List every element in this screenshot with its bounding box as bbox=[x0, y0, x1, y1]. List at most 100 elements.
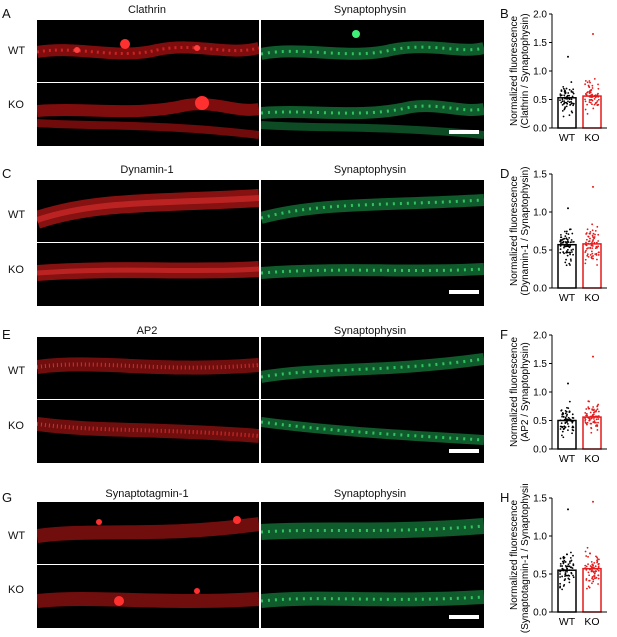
data-point bbox=[571, 432, 573, 435]
data-point bbox=[588, 407, 591, 410]
data-point bbox=[565, 415, 568, 417]
x-tick-label: KO bbox=[584, 616, 599, 628]
panel-letter-f: F bbox=[500, 327, 508, 342]
data-point bbox=[571, 421, 574, 424]
y-axis-label: Normalized fluorescence bbox=[509, 337, 520, 447]
data-point bbox=[594, 96, 597, 99]
data-point bbox=[559, 565, 562, 567]
data-point bbox=[564, 90, 566, 92]
data-point bbox=[589, 422, 592, 425]
data-point bbox=[593, 574, 595, 577]
data-point bbox=[596, 429, 599, 431]
data-point bbox=[588, 86, 591, 89]
data-point bbox=[592, 406, 595, 408]
figure-row-1: A Clathrin Synaptophysin WT KO bbox=[0, 0, 617, 150]
data-point bbox=[584, 567, 587, 569]
data-point bbox=[584, 417, 586, 420]
micrograph-red-wt bbox=[37, 337, 259, 399]
data-point bbox=[596, 408, 599, 411]
data-point bbox=[588, 586, 591, 589]
data-point bbox=[565, 101, 568, 104]
data-point bbox=[585, 414, 587, 417]
data-point bbox=[568, 569, 571, 572]
data-point bbox=[590, 570, 593, 573]
data-point bbox=[570, 90, 573, 92]
data-point bbox=[561, 430, 564, 433]
data-point bbox=[586, 91, 589, 94]
data-point bbox=[588, 232, 591, 235]
data-point bbox=[568, 237, 571, 239]
data-point bbox=[584, 80, 587, 82]
y-tick-label: 2.0 bbox=[533, 331, 547, 342]
data-point bbox=[568, 251, 571, 254]
data-point bbox=[593, 562, 596, 564]
data-point bbox=[567, 233, 570, 236]
data-point bbox=[585, 412, 588, 415]
data-point bbox=[561, 109, 564, 112]
data-point bbox=[584, 100, 587, 103]
data-point bbox=[562, 436, 565, 439]
data-point bbox=[565, 410, 568, 413]
data-point bbox=[595, 241, 598, 244]
channel-label-red: AP2 bbox=[136, 325, 158, 337]
data-point bbox=[563, 559, 566, 562]
data-point bbox=[588, 418, 591, 421]
channel-label-green: Synaptophysin bbox=[333, 164, 407, 176]
data-point bbox=[590, 560, 593, 563]
data-point bbox=[594, 94, 597, 97]
data-point bbox=[572, 554, 574, 557]
bar-chart-ap2: 0.0 0.5 1.0 1.5 2.0 Normalized fluorescence (A… bbox=[509, 331, 607, 465]
data-point bbox=[568, 400, 571, 403]
micrograph-green-ko-image bbox=[261, 400, 484, 463]
condition-label-ko: KO bbox=[8, 584, 24, 596]
data-point bbox=[568, 114, 571, 117]
data-point bbox=[597, 566, 600, 569]
data-point bbox=[563, 100, 566, 103]
data-point bbox=[568, 101, 571, 104]
data-point bbox=[570, 259, 572, 262]
condition-label-ko: KO bbox=[8, 420, 24, 432]
data-point bbox=[559, 99, 561, 102]
y-axis-label: (Clathrin / Synaptophysin) bbox=[520, 13, 531, 128]
data-point bbox=[560, 242, 562, 245]
data-point bbox=[597, 245, 600, 248]
data-point bbox=[593, 420, 595, 423]
data-point bbox=[566, 240, 569, 243]
data-point bbox=[571, 567, 574, 570]
data-point bbox=[567, 416, 570, 419]
data-point-outlier bbox=[567, 55, 569, 58]
data-point bbox=[565, 237, 568, 240]
data-point bbox=[562, 251, 565, 253]
y-tick-label: 1.5 bbox=[533, 170, 547, 181]
micrograph-green-ko-image bbox=[261, 243, 484, 306]
data-point bbox=[589, 246, 592, 249]
data-point bbox=[572, 92, 575, 95]
data-point bbox=[586, 112, 589, 115]
condition-label-ko: KO bbox=[8, 99, 24, 111]
channel-label-green: Synaptophysin bbox=[333, 488, 407, 500]
data-point bbox=[562, 416, 565, 418]
data-point bbox=[584, 412, 587, 414]
data-point bbox=[590, 426, 593, 429]
data-point bbox=[587, 400, 590, 403]
y-tick-label: 1.0 bbox=[533, 67, 547, 78]
data-point bbox=[571, 95, 574, 98]
micrograph-red-wt bbox=[37, 20, 259, 82]
micrograph-green-wt bbox=[261, 180, 484, 242]
data-point bbox=[564, 561, 567, 563]
data-point bbox=[593, 572, 596, 575]
data-point bbox=[591, 577, 594, 580]
data-point bbox=[559, 585, 562, 588]
data-point bbox=[562, 557, 565, 560]
y-tick-label: 0.5 bbox=[533, 570, 547, 581]
data-point bbox=[593, 103, 596, 106]
y-axis-label: (Dynamin-1 / Synaptophysin) bbox=[520, 167, 531, 296]
data-point bbox=[591, 223, 594, 226]
data-point bbox=[563, 584, 566, 586]
data-point bbox=[591, 576, 594, 578]
figure-row-2: C Dynamin-1 Synaptophysin WT KO D 0 bbox=[0, 160, 617, 310]
data-point bbox=[561, 569, 564, 572]
data-point bbox=[591, 84, 594, 87]
data-point bbox=[572, 241, 575, 243]
data-point bbox=[586, 247, 588, 250]
